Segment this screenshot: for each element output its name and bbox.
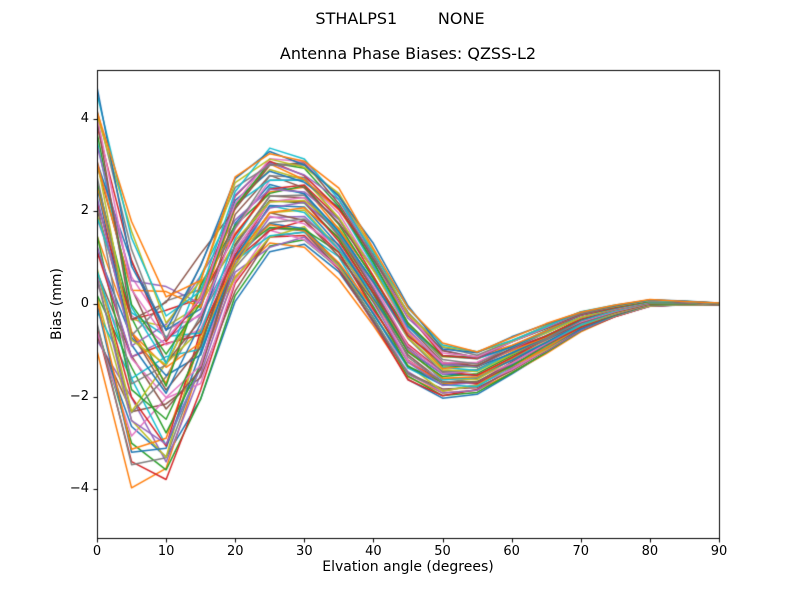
figure-suptitle: STHALPS1 NONE: [315, 9, 485, 28]
x-tick-label: 0: [92, 544, 102, 559]
x-tick-label: 70: [572, 544, 590, 559]
x-tick-label: 30: [296, 544, 313, 559]
x-axis-label: Elvation angle (degrees): [322, 559, 494, 575]
x-tick-label: 10: [157, 544, 175, 559]
x-tick-label: 40: [365, 544, 382, 559]
x-tick-label: 50: [434, 544, 451, 559]
x-tick-label: 20: [226, 544, 244, 559]
x-tick-label: 60: [503, 544, 520, 559]
y-tick-label: 2: [80, 203, 89, 219]
y-tick-label: 0: [80, 296, 89, 311]
y-tick-label: −4: [69, 481, 89, 497]
y-tick-label: −2: [69, 388, 89, 404]
y-tick-label: 4: [80, 110, 89, 126]
x-tick-label: 80: [641, 544, 659, 559]
axes-title: Antenna Phase Biases: QZSS-L2: [279, 44, 537, 63]
x-tick-label: 90: [710, 544, 728, 559]
